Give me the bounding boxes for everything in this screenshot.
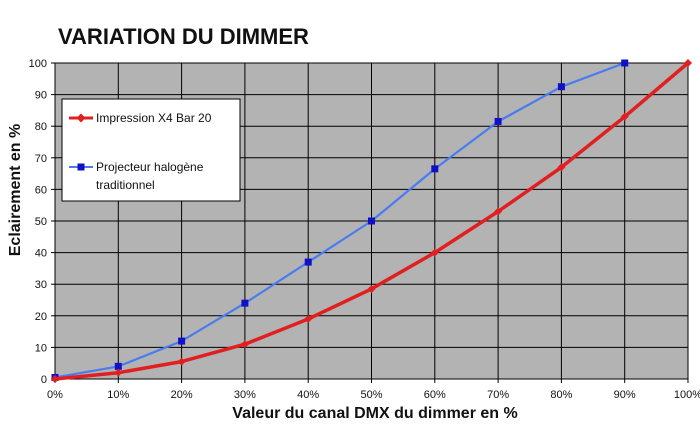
y-tick-label: 60 (35, 184, 47, 196)
data-point-diamond (114, 368, 123, 377)
series-line-1 (54, 61, 626, 379)
x-tick-label: 20% (171, 389, 193, 401)
chart-title: VARIATION DU DIMMER (58, 24, 309, 49)
data-point-square (114, 362, 122, 370)
data-point-square (178, 337, 186, 345)
data-point-square (557, 83, 565, 91)
x-tick-label: 80% (550, 389, 572, 401)
data-point-square (241, 299, 249, 307)
x-axis-title: Valeur du canal DMX du dimmer en % (232, 405, 517, 422)
data-point-diamond (177, 357, 186, 366)
y-tick-label: 80 (35, 121, 47, 133)
x-tick-label: 60% (424, 389, 446, 401)
y-tick-label: 40 (35, 248, 47, 260)
legend-diamond-marker (76, 113, 86, 123)
x-tick-label: 50% (360, 389, 382, 401)
data-point-diamond (430, 248, 439, 257)
data-point-diamond (557, 163, 566, 172)
data-point-diamond (620, 112, 629, 121)
legend-label-halogene-line2: traditionnel (96, 178, 155, 192)
data-point-square (304, 258, 312, 266)
y-tick-label: 70 (35, 153, 47, 165)
x-tick-label: 30% (234, 389, 256, 401)
y-tick-label: 30 (35, 279, 47, 291)
data-point-square (431, 165, 439, 173)
y-tick-label: 50 (35, 216, 47, 228)
legend-label-halogene-line1: Projecteur halogène (96, 160, 204, 174)
x-tick-label: 90% (614, 389, 636, 401)
data-point-square (621, 59, 629, 67)
legend-label-impression: Impression X4 Bar 20 (96, 111, 212, 125)
x-tick-label: 100% (674, 389, 700, 401)
y-tick-label: 100 (29, 58, 47, 70)
y-tick-label: 90 (35, 90, 47, 102)
y-tick-label: 20 (35, 311, 47, 323)
data-point-diamond (51, 375, 59, 383)
data-point-diamond (684, 59, 692, 67)
y-tick-label: 10 (35, 342, 47, 354)
legend-square-marker (77, 163, 85, 171)
data-point-diamond (367, 284, 376, 293)
x-tick-label: 10% (107, 389, 129, 401)
series (51, 59, 692, 383)
data-point-diamond (304, 314, 313, 323)
x-tick-label: 0% (47, 389, 63, 401)
data-point-diamond (240, 340, 249, 349)
x-tick-label: 40% (297, 389, 319, 401)
y-axis-title: Eclairement en % (7, 124, 24, 257)
legend: Impression X4 Bar 20 Projecteur halogène… (61, 98, 241, 202)
y-tick-label: 0 (41, 374, 47, 386)
legend-box (61, 98, 241, 202)
data-point-diamond (494, 207, 503, 216)
data-point-square (494, 117, 502, 125)
data-point-square (368, 217, 375, 225)
x-tick-label: 70% (487, 389, 509, 401)
